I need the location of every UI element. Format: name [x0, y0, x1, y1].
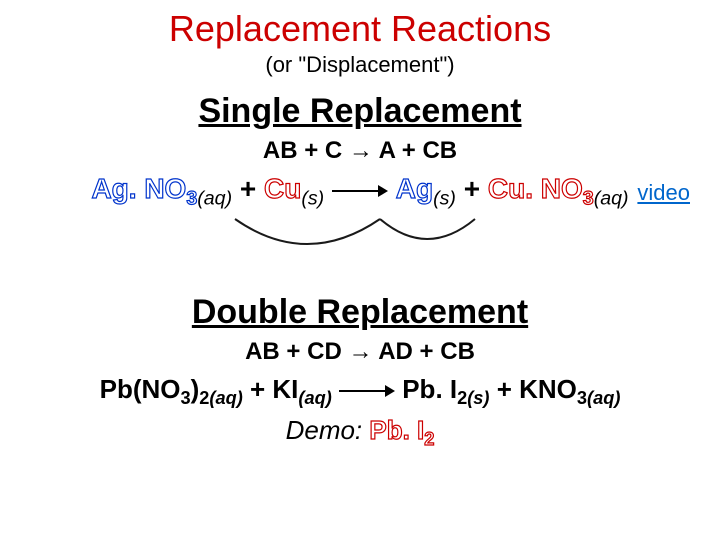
- d-reactant-2: KI: [272, 374, 298, 404]
- demo-formula: Pb. I2: [369, 415, 434, 445]
- reaction-arrow-icon: [332, 184, 388, 198]
- plus-2: +: [456, 173, 488, 204]
- product-1-state: (s): [433, 188, 456, 210]
- reactant-1-state: (aq): [197, 188, 232, 210]
- page-subtitle: (or "Displacement"): [0, 52, 720, 78]
- double-replacement-heading: Double Replacement: [0, 293, 720, 332]
- demo-label: Demo:: [286, 415, 363, 445]
- d-plus-1: +: [243, 374, 273, 404]
- d-product-2-state: (aq): [587, 388, 620, 408]
- video-link[interactable]: video: [637, 180, 690, 206]
- reactant-2: Cu: [264, 173, 301, 204]
- single-equation: Ag. NO3(aq) + Cu(s) Ag(s) + Cu. NO3(aq): [0, 173, 720, 211]
- d-reactant-1: Pb(NO3)2: [100, 374, 210, 404]
- single-replacement-heading: Single Replacement: [0, 92, 720, 131]
- swap-arcs-icon: [180, 209, 540, 269]
- page-title: Replacement Reactions: [0, 8, 720, 50]
- d-reactant-2-state: (aq): [298, 388, 331, 408]
- d-product-1-state: (s): [467, 388, 489, 408]
- d-product-1: Pb. I2: [402, 374, 467, 404]
- product-2: Cu. NO3: [488, 173, 594, 204]
- product-2-state: (aq): [594, 188, 629, 210]
- double-general-equation: AB + CD → AD + CB: [0, 338, 720, 366]
- reactant-2-state: (s): [301, 188, 324, 210]
- d-plus-2: +: [489, 374, 519, 404]
- reaction-arrow-icon: [339, 384, 395, 398]
- d-product-2: KNO3: [519, 374, 587, 404]
- d-reactant-1-state: (aq): [209, 388, 242, 408]
- plus-1: +: [232, 173, 264, 204]
- product-1: Ag: [396, 173, 433, 204]
- reactant-1: Ag. NO3: [91, 173, 197, 204]
- double-equation: Pb(NO3)2(aq) + KI(aq) Pb. I2(s) + KNO3(a…: [0, 374, 720, 409]
- single-general-equation: AB + C → A + CB: [0, 137, 720, 165]
- demo-line: Demo: Pb. I2: [0, 415, 720, 450]
